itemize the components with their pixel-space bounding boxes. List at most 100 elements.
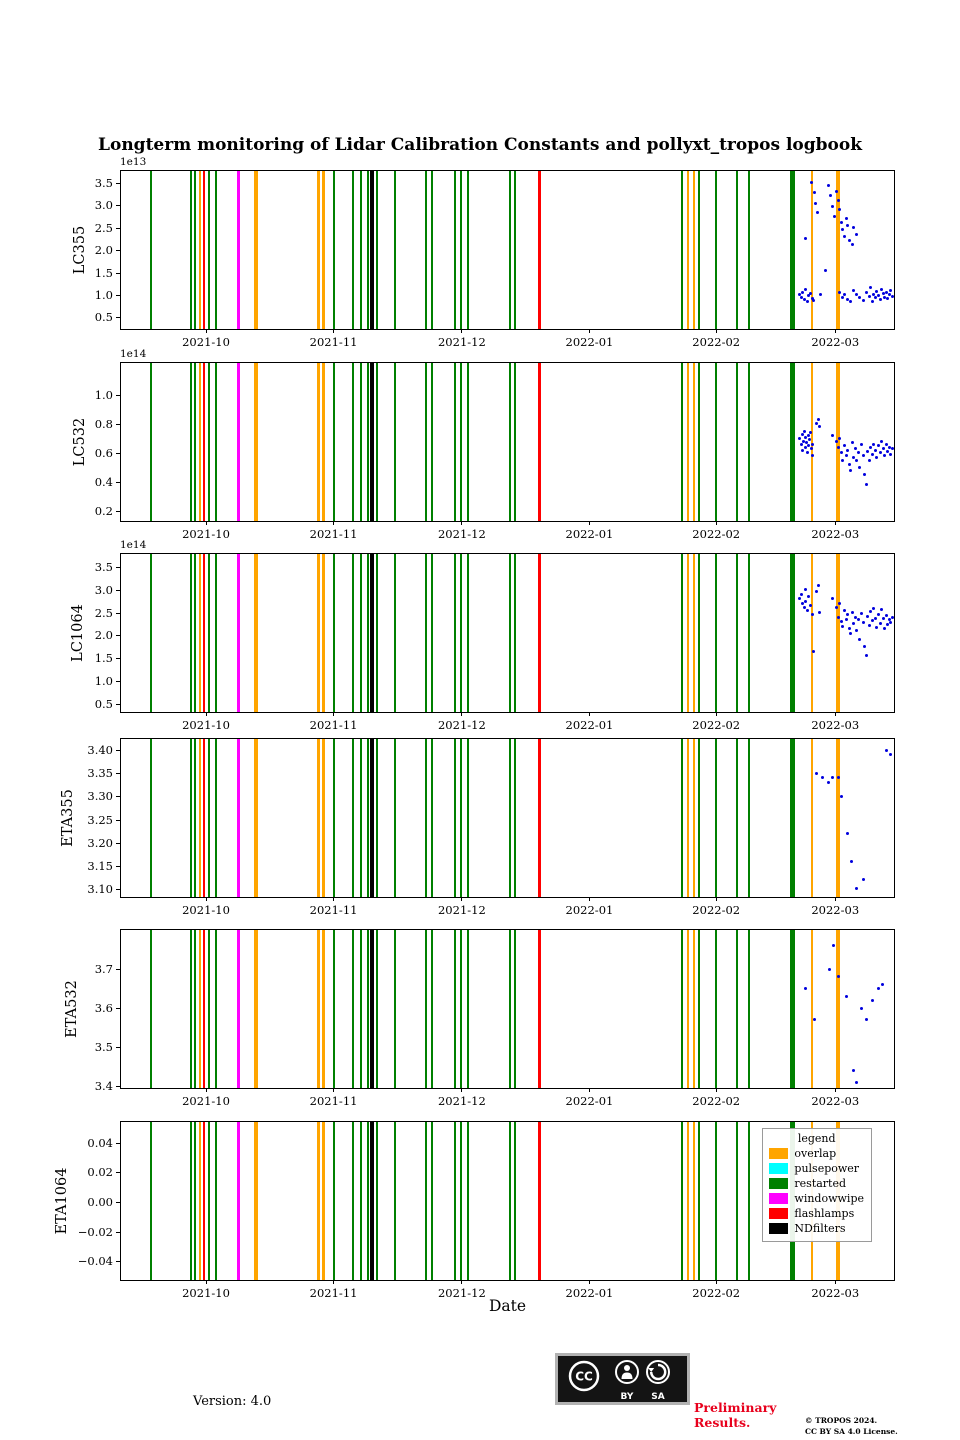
x-tick-mark: [834, 897, 836, 901]
y-tick-mark: [116, 183, 120, 185]
event-line-NDfilters: [370, 930, 375, 1088]
event-line-NDfilters: [370, 363, 375, 521]
scatter-point: [850, 611, 854, 614]
y-tick-label: 3.6: [94, 1001, 113, 1015]
scatter-point: [855, 458, 859, 462]
scatter-point: [818, 425, 822, 429]
event-line-overlap: [322, 171, 326, 329]
event-line-restarted: [215, 930, 218, 1088]
event-line-overlap: [836, 554, 841, 712]
scatter-point: [877, 987, 881, 990]
event-line-restarted: [393, 739, 396, 897]
event-line-restarted: [150, 554, 153, 712]
copyright-line-1: © TROPOS 2024.: [805, 1416, 878, 1425]
event-line-restarted: [215, 554, 218, 712]
scatter-point: [883, 454, 887, 458]
scatter-point: [843, 444, 847, 448]
scatter-point: [804, 435, 808, 439]
scatter-point: [887, 445, 891, 449]
scatter-point: [877, 444, 881, 448]
scatter-point: [846, 224, 850, 227]
scatter-point: [881, 617, 885, 621]
cc-icon: CC: [568, 1360, 600, 1392]
y-tick-mark: [116, 681, 120, 683]
x-tick-mark: [715, 521, 717, 525]
event-line-restarted: [698, 171, 701, 329]
subplot-lc532: 0.2 0.4 0.6 0.8 1.0 2021-10 2021-11 2021-12 2022…: [95, 348, 895, 541]
event-line-restarted: [790, 739, 796, 897]
legend-label-pulsepower: pulsepower: [794, 1162, 860, 1175]
scatter-point: [829, 194, 833, 198]
event-line-restarted: [514, 363, 517, 521]
event-line-restarted: [393, 363, 396, 521]
legend-label-windowwipe: windowwipe: [794, 1192, 864, 1205]
event-line-restarted: [430, 363, 433, 521]
x-tick-mark: [333, 329, 335, 333]
scatter-point: [846, 297, 850, 301]
scatter-point: [804, 288, 808, 292]
event-line-overlap: [811, 930, 814, 1088]
y-tick-label: 0.04: [87, 1135, 113, 1150]
event-line-overlap: [692, 1122, 695, 1280]
x-tick-label: 2021-10: [182, 1286, 230, 1300]
event-line-overlap: [687, 1122, 690, 1280]
scatter-point: [864, 290, 868, 294]
event-line-restarted: [790, 930, 796, 1088]
event-line-restarted: [715, 363, 718, 521]
scatter-point: [877, 612, 881, 616]
legend-box: legend overlap pulsepower restarted windowwi…: [762, 1128, 872, 1242]
y-axis-label-eta355: ETA355: [60, 789, 76, 847]
scatter-point: [886, 622, 890, 626]
scatter-point: [841, 458, 845, 462]
scatter-point: [860, 1006, 864, 1010]
x-tick-label: 2022-03: [811, 1286, 860, 1300]
event-line-restarted: [698, 930, 701, 1088]
event-line-restarted: [194, 554, 197, 712]
event-line-restarted: [430, 554, 433, 712]
scatter-point: [886, 450, 890, 453]
scatter-point: [849, 468, 853, 472]
scatter-point: [801, 290, 805, 294]
x-tick-mark: [333, 712, 335, 716]
event-line-restarted: [508, 1122, 511, 1280]
event-line-restarted: [715, 171, 718, 329]
scatter-point: [858, 638, 862, 642]
event-line-flashlamps: [203, 171, 206, 329]
scatter-point: [847, 627, 851, 630]
event-line-restarted: [189, 171, 192, 329]
y-tick-label: 1.0: [94, 287, 113, 302]
scatter-point: [802, 439, 806, 443]
scatter-point: [798, 436, 802, 440]
scatter-point: [836, 776, 840, 780]
scatter-point: [889, 288, 893, 292]
y-tick-mark: [116, 612, 120, 614]
event-line-overlap: [322, 554, 326, 712]
event-line-restarted: [747, 739, 750, 897]
event-line-NDfilters: [370, 739, 375, 897]
event-line-overlap: [317, 1122, 321, 1280]
event-line-restarted: [360, 363, 363, 521]
event-line-restarted: [747, 930, 750, 1088]
scatter-point: [866, 614, 870, 618]
legend-label-flashlamps: flashlamps: [794, 1207, 855, 1220]
scatter-point: [878, 298, 882, 302]
event-line-flashlamps: [538, 554, 542, 712]
y-tick-mark: [116, 205, 120, 207]
event-line-restarted: [453, 363, 456, 521]
event-line-restarted: [424, 554, 427, 712]
x-tick-mark: [715, 329, 717, 333]
event-line-restarted: [514, 554, 517, 712]
scatter-point: [809, 292, 813, 295]
scatter-point: [812, 299, 816, 303]
y-tick-label: 0.00: [87, 1195, 113, 1209]
event-line-overlap: [322, 1122, 326, 1280]
x-tick-label: 2021-11: [309, 903, 358, 917]
x-tick-mark: [461, 521, 463, 525]
event-line-restarted: [790, 554, 796, 712]
y-axis-label-lc355: LC355: [72, 225, 88, 275]
scatter-point: [815, 210, 819, 214]
x-tick-label: 2021-12: [437, 718, 486, 732]
scatter-point: [834, 439, 838, 443]
event-line-restarted: [736, 930, 739, 1088]
event-line-overlap: [322, 363, 326, 521]
